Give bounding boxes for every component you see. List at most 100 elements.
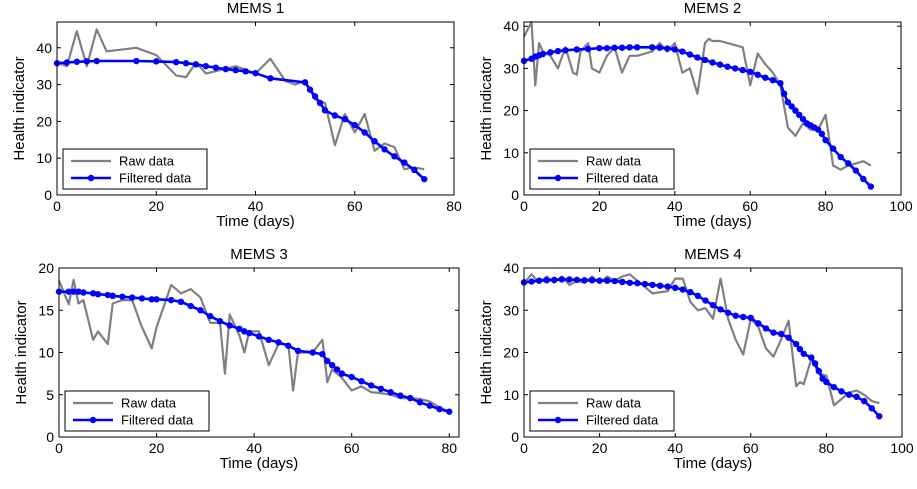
x-tick-label: 20 [592, 198, 608, 214]
x-axis-label: Time (days) [673, 213, 752, 230]
x-tick-label: 80 [818, 198, 834, 214]
filtered-data-point [581, 277, 588, 284]
filtered-data-point [814, 126, 822, 133]
filtered-data-point [167, 296, 175, 304]
y-axis-label: Health indicator [478, 56, 495, 160]
filtered-data-point [558, 276, 565, 283]
filtered-data-point [324, 357, 331, 365]
filtered-data-point [611, 277, 618, 285]
y-axis-label: Health indicator [11, 56, 28, 160]
filtered-data-point [70, 288, 77, 295]
legend-marker [89, 416, 97, 424]
x-tick-label: 80 [446, 198, 462, 214]
filtered-data-point [762, 325, 770, 332]
filtered-data-point [306, 86, 314, 93]
filtered-data-point [584, 45, 592, 53]
filtered-data-point [808, 354, 815, 361]
filtered-data-point [852, 167, 859, 174]
filtered-data-point [367, 382, 375, 389]
y-tick-label: 0 [511, 187, 519, 203]
filtered-data-point [573, 46, 580, 53]
x-tick-label: 40 [246, 440, 262, 456]
x-tick-label: 40 [248, 198, 264, 214]
filtered-data-point [554, 47, 562, 55]
filtered-data-point [649, 281, 656, 289]
x-tick-label: 0 [520, 198, 528, 214]
filtered-data-point [301, 79, 309, 86]
filtered-data-point [148, 296, 155, 303]
x-tick-label: 20 [149, 440, 165, 456]
filtered-data-point [109, 292, 116, 300]
filtered-data-point [788, 103, 795, 110]
filtered-data-point [358, 378, 365, 385]
filtered-data-point [246, 329, 253, 337]
filtered-data-point [588, 277, 596, 284]
filtered-data-point [381, 146, 388, 153]
filtered-data-point [316, 99, 324, 107]
filtered-data-point [740, 313, 747, 321]
filtered-data-point [686, 51, 694, 58]
filtered-data-point [547, 49, 554, 56]
filtered-data-point [732, 312, 739, 319]
filtered-data-point [724, 63, 731, 70]
y-tick-label: 0 [46, 429, 54, 445]
legend-marker [87, 174, 95, 182]
filtered-data-point [436, 405, 443, 413]
filtered-data-point [153, 296, 160, 303]
filtered-data-point [876, 413, 883, 420]
filtered-data-point [241, 328, 248, 335]
filtered-data-point [331, 112, 339, 119]
filtered-data-point [823, 378, 830, 386]
filtered-data-point [679, 48, 686, 55]
filtered-data-point [709, 301, 717, 309]
filtered-data-point [818, 130, 826, 138]
filtered-data-point [709, 59, 716, 66]
filtered-data-point [255, 333, 263, 340]
filtered-data-point [222, 65, 229, 73]
filtered-data-point [626, 279, 634, 286]
filtered-data-point [93, 57, 100, 65]
x-tick-label: 100 [889, 198, 913, 214]
x-tick-label: 60 [347, 198, 363, 214]
filtered-data-point [845, 160, 852, 167]
filtered-data-point [822, 136, 829, 144]
filtered-data-point [294, 347, 302, 355]
filtered-data-point [391, 153, 398, 160]
filtered-data-point [407, 394, 414, 402]
y-tick-label: 10 [503, 387, 519, 403]
filtered-data-point [800, 350, 807, 357]
y-tick-label: 10 [38, 345, 54, 361]
chart-title: MEMS 3 [230, 246, 288, 263]
raw-data-line [523, 20, 872, 171]
filtered-data-point [341, 115, 349, 123]
filtered-data-point [401, 159, 408, 166]
filtered-data-point [94, 290, 102, 298]
filtered-data-point [815, 367, 823, 375]
filtered-data-point [275, 339, 282, 346]
filtered-data-point [796, 345, 804, 353]
filtered-data-point [770, 329, 777, 336]
filtered-data-point [361, 129, 368, 136]
legend-label: Filtered data [586, 171, 659, 186]
filtered-data-point [780, 90, 788, 97]
x-tick-label: 60 [344, 440, 360, 456]
filtered-data-point [446, 408, 453, 415]
filtered-data-point [799, 115, 807, 123]
filtered-data-point [792, 107, 799, 114]
filtered-data-point [187, 302, 194, 310]
filtered-data-point [747, 314, 754, 322]
y-tick-label: 20 [503, 345, 519, 361]
filtered-data-point [747, 68, 754, 75]
filtered-data-point [83, 58, 90, 65]
filtered-data-point [687, 288, 694, 296]
filtered-data-point [829, 145, 837, 152]
x-tick-label: 20 [148, 198, 164, 214]
filtered-data-point [861, 397, 868, 405]
filtered-data-point [596, 277, 603, 284]
filtered-data-point [694, 292, 702, 300]
filtered-data-point [89, 290, 97, 297]
filtered-data-point [573, 276, 581, 284]
filtered-data-point [416, 399, 424, 406]
filtered-data-point [619, 278, 626, 286]
